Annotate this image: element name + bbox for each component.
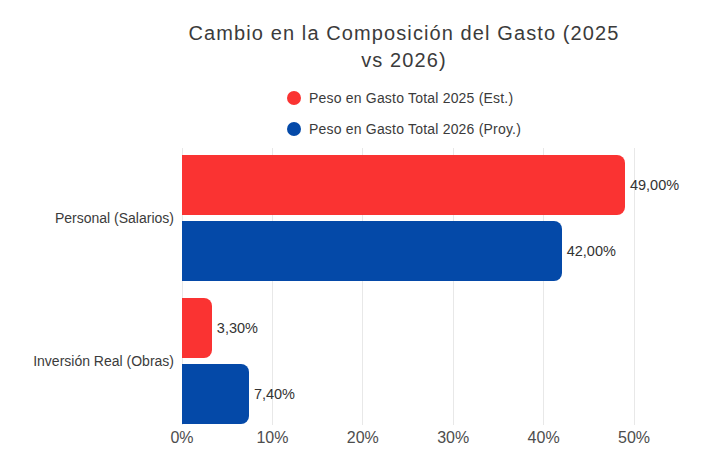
x-tick-label: 0%: [152, 429, 212, 447]
chart-title: Cambio en la Composición del Gasto (2025…: [178, 20, 630, 74]
chart-canvas: Cambio en la Composición del Gasto (2025…: [0, 0, 704, 470]
value-label: 42,00%: [567, 221, 616, 281]
chart-title-line2: vs 2026): [178, 47, 630, 74]
legend-marker-icon: [287, 122, 301, 136]
x-tick-label: 40%: [514, 429, 574, 447]
bar-1-series-0[interactable]: [182, 298, 212, 358]
legend-label: Peso en Gasto Total 2025 (Est.): [309, 90, 513, 106]
x-tick-label: 20%: [333, 429, 393, 447]
value-label: 3,30%: [217, 298, 258, 358]
bar-0-series-0[interactable]: [182, 155, 625, 215]
x-tick-label: 50%: [604, 429, 664, 447]
bar-1-series-1[interactable]: [182, 364, 249, 424]
x-tick-label: 30%: [423, 429, 483, 447]
legend-label: Peso en Gasto Total 2026 (Proy.): [309, 121, 521, 137]
x-tick-label: 10%: [242, 429, 302, 447]
legend: Peso en Gasto Total 2025 (Est.) Peso en G…: [178, 88, 630, 139]
category-label: Personal (Salarios): [0, 208, 174, 228]
bar-0-series-1[interactable]: [182, 221, 562, 281]
value-label: 7,40%: [254, 364, 295, 424]
legend-item-0[interactable]: Peso en Gasto Total 2025 (Est.): [287, 88, 521, 108]
chart-title-line1: Cambio en la Composición del Gasto (2025: [178, 20, 630, 47]
value-label: 49,00%: [630, 155, 679, 215]
category-label: Inversión Real (Obras): [0, 351, 174, 371]
legend-marker-icon: [287, 91, 301, 105]
legend-item-1[interactable]: Peso en Gasto Total 2026 (Proy.): [287, 119, 521, 139]
